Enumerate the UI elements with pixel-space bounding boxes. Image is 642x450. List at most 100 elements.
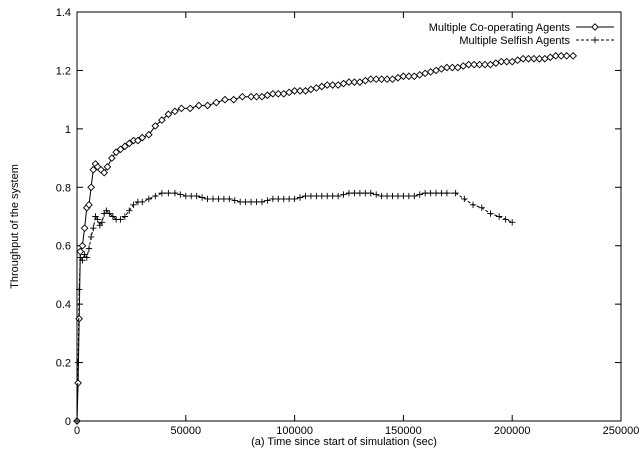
series-line: [76, 192, 513, 422]
legend: Multiple Co-operating Agents Multiple Se…: [429, 22, 614, 47]
diamond-marker: [171, 107, 179, 116]
diamond-marker: [437, 65, 446, 73]
plus-marker: [215, 195, 222, 203]
plus-marker: [158, 189, 166, 197]
diamond-marker: [388, 75, 397, 84]
y-tick-label: 0.2: [56, 358, 71, 370]
diamond-marker: [334, 81, 342, 89]
plus-marker: [109, 213, 117, 220]
plus-marker: [438, 189, 445, 197]
diamond-marker: [307, 85, 315, 94]
plus-marker: [275, 195, 282, 203]
diamond-marker: [361, 76, 370, 85]
diamond-marker: [569, 51, 577, 60]
plus-marker: [139, 198, 146, 206]
plus-marker: [345, 189, 353, 197]
legend-label-selfish: Multiple Selfish Agents: [459, 35, 570, 47]
diamond-marker: [85, 200, 93, 209]
series-line: [76, 55, 574, 422]
y-tick-label: 1.2: [56, 65, 71, 77]
plus-marker: [509, 219, 516, 226]
y-tick-label: 0.8: [56, 182, 71, 194]
plus-marker: [351, 189, 358, 197]
plus-marker: [416, 191, 423, 198]
plus-marker: [226, 195, 233, 203]
y-tick-label: 0: [65, 416, 71, 428]
y-tick-label: 1: [65, 124, 71, 136]
plus-marker: [452, 189, 459, 197]
diamond-marker: [323, 81, 332, 89]
diamond-marker: [432, 66, 440, 75]
diamond-marker: [377, 75, 386, 84]
diamond-marker: [562, 51, 571, 60]
diamond-marker: [78, 241, 87, 250]
plus-marker: [198, 194, 206, 201]
diamond-marker: [112, 148, 121, 157]
diamond-marker: [258, 92, 266, 101]
plus-marker: [177, 191, 184, 198]
plus-marker: [87, 233, 95, 241]
plus-marker: [367, 189, 374, 197]
diamond-marker: [328, 81, 337, 89]
series-layer: [73, 51, 577, 425]
plus-marker: [130, 201, 137, 209]
diamond-marker: [383, 75, 391, 84]
plus-marker: [329, 192, 336, 200]
diamond-marker: [125, 139, 134, 148]
plus-marker: [356, 189, 364, 197]
plus-marker: [83, 254, 90, 261]
plus-marker: [383, 192, 391, 200]
x-tick-label: 50000: [171, 425, 202, 437]
diamond-marker: [530, 54, 538, 63]
plus-marker: [165, 189, 172, 197]
plus-marker: [421, 189, 429, 197]
x-tick-label: 200000: [494, 425, 531, 437]
diamond-marker: [546, 53, 555, 62]
diamond-marker: [103, 162, 112, 171]
diamond-marker: [252, 92, 261, 101]
diamond-marker: [229, 95, 238, 104]
plus-marker: [74, 359, 82, 366]
diamond-marker: [339, 79, 348, 88]
diamond-marker: [541, 54, 549, 63]
y-axis-title: Throughput of the system: [9, 164, 21, 289]
plus-marker: [85, 245, 93, 252]
plus-marker: [340, 191, 347, 198]
diamond-marker: [394, 73, 402, 82]
plus-marker: [264, 197, 271, 204]
diamond-marker: [410, 72, 419, 81]
plus-marker: [182, 192, 189, 200]
axis-ticks: 0 50000 100000 150000 200000 250000 0 0.2 0.4 0.6…: [56, 7, 640, 437]
plus-marker: [220, 195, 228, 203]
diamond-marker: [80, 224, 89, 233]
diamond-marker: [134, 136, 142, 145]
plus-marker: [411, 192, 418, 200]
plus-marker: [247, 198, 255, 206]
diamond-marker: [138, 133, 147, 142]
plus-marker: [285, 195, 293, 203]
plus-marker: [291, 195, 298, 203]
plus-marker: [209, 195, 217, 203]
plus-marker: [237, 198, 244, 206]
diamond-marker: [247, 92, 255, 101]
x-axis-title: (a) Time since start of simulation (sec): [251, 436, 437, 448]
x-tick-label: 250000: [603, 425, 640, 437]
diamond-marker: [557, 51, 565, 60]
diamond-marker: [415, 70, 424, 79]
plus-marker: [73, 417, 81, 425]
diamond-marker: [497, 57, 506, 66]
plus-marker: [106, 210, 113, 217]
plus-marker: [204, 195, 211, 203]
plus-marker: [126, 207, 133, 214]
diamond-marker: [296, 87, 304, 95]
diamond-marker: [164, 110, 173, 119]
diamond-marker: [312, 84, 321, 92]
diamond-marker: [366, 75, 375, 84]
diamond-marker: [121, 142, 129, 151]
plus-marker: [443, 189, 451, 197]
diamond-marker: [448, 63, 457, 72]
diamond-marker: [350, 78, 359, 86]
diamond-marker: [107, 154, 116, 162]
plus-marker: [373, 191, 380, 198]
